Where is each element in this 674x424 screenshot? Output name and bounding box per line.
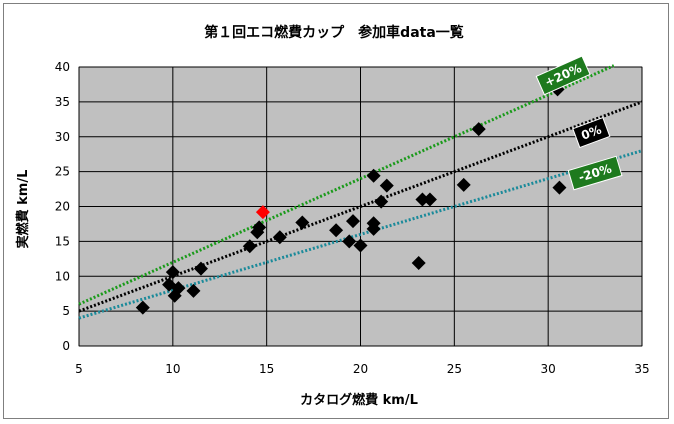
reference-tag-box [572, 116, 611, 149]
x-tick-label: 5 [75, 362, 83, 376]
y-tick-label: 15 [55, 234, 70, 248]
x-tick-label: 20 [353, 362, 368, 376]
data-point [471, 122, 486, 137]
highlighted-data-point [255, 205, 270, 220]
data-points [135, 82, 567, 315]
y-tick-label: 5 [62, 304, 70, 318]
data-point [342, 234, 357, 249]
reference-tag-box [535, 55, 591, 96]
x-tick-label: 35 [634, 362, 649, 376]
chart-canvas: 第１回エコ燃費カップ 参加車data一覧 5 10 15 20 25 30 35 05101… [15, 24, 650, 408]
y-tick-label: 20 [55, 200, 70, 214]
reference-tag: -20% [567, 155, 623, 191]
y-tick-label: 40 [55, 60, 70, 74]
chart-frame: 第１回エコ燃費カップ 参加車data一覧 5 10 15 20 25 30 35 0 5 10 1… [3, 3, 669, 419]
y-tick-label: 30 [55, 130, 70, 144]
data-point [366, 221, 381, 236]
x-tick-label: 10 [165, 362, 180, 376]
data-point [329, 223, 344, 238]
data-point [135, 300, 150, 315]
data-point [295, 215, 310, 230]
reference-line [78, 149, 643, 320]
x-tick-label: 25 [447, 362, 462, 376]
y-tick-label: 10 [55, 269, 70, 283]
data-point [345, 214, 360, 229]
y-tick-label: 25 [55, 165, 70, 179]
data-point [422, 192, 437, 207]
data-point [242, 239, 257, 254]
data-point [411, 255, 426, 270]
data-point [456, 177, 471, 192]
data-point [165, 265, 180, 280]
x-tick-label: 30 [541, 362, 556, 376]
data-point [552, 180, 567, 195]
reference-tag-box [567, 155, 623, 191]
x-axis-ticks: 5 10 15 20 25 30 35 [75, 362, 649, 376]
data-point [186, 283, 201, 298]
x-tick-label: 15 [259, 362, 274, 376]
data-point [353, 238, 368, 253]
y-tick-label: 35 [55, 95, 70, 109]
y-tick-label: 0 [62, 339, 70, 353]
reference-line [78, 64, 615, 306]
data-point [252, 220, 267, 235]
reference-tag-label: 0% [579, 122, 603, 142]
data-point [272, 230, 287, 245]
reference-tag: 0% [572, 116, 611, 149]
data-point [374, 194, 389, 209]
data-point [415, 192, 430, 207]
data-point [193, 261, 208, 276]
y-axis-ticks: 0 5 10 15 20 25 30 35 40 [55, 60, 70, 353]
data-point [171, 281, 186, 296]
chart-title: 第１回エコ燃費カップ 参加車data一覧 [204, 24, 464, 41]
y-axis-title: 実燃費 km/L [15, 170, 31, 249]
data-point [366, 168, 381, 183]
data-point [379, 178, 394, 193]
x-axis-title: カタログ燃費 km/L [300, 392, 418, 408]
